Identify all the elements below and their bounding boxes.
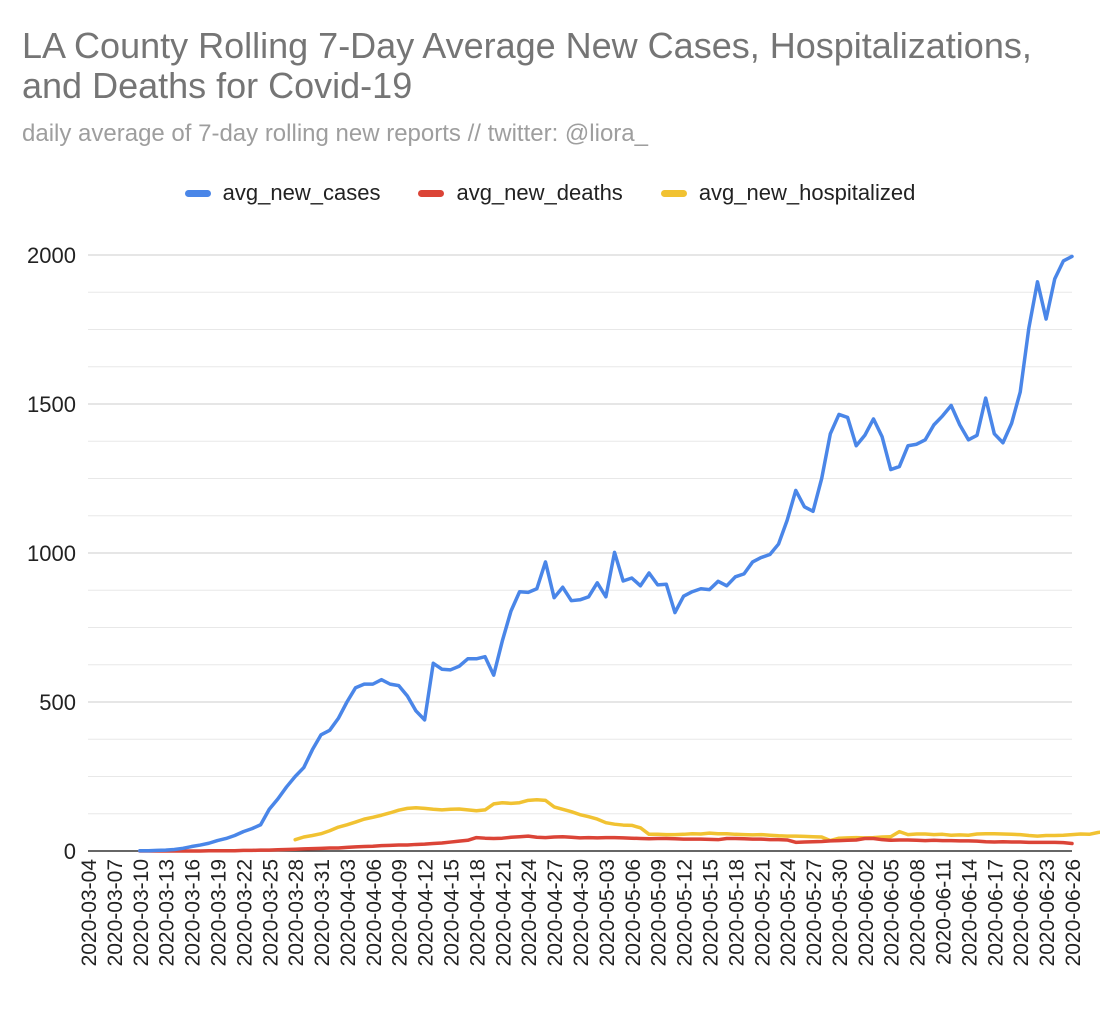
x-tick-label: 2020-05-03 [596, 859, 619, 966]
x-tick-label: 2020-06-23 [1036, 859, 1059, 966]
legend-item-hospitalized: avg_new_hospitalized [660, 180, 916, 206]
legend-label-hospitalized: avg_new_hospitalized [698, 180, 916, 205]
x-tick-label: 2020-04-03 [337, 859, 360, 966]
x-tick-label: 2020-06-17 [984, 859, 1007, 966]
x-tick-label: 2020-05-06 [622, 859, 645, 966]
x-tick-label: 2020-03-10 [130, 859, 153, 966]
x-tick-label: 2020-04-24 [518, 859, 541, 967]
legend-swatch-hospitalized [660, 189, 687, 197]
x-tick-label: 2020-03-22 [233, 859, 256, 966]
x-tick-label: 2020-05-24 [777, 859, 800, 967]
x-tick-label: 2020-03-16 [182, 859, 205, 966]
legend-swatch-deaths [418, 189, 445, 197]
x-tick-label: 2020-06-11 [933, 859, 956, 965]
x-tick-label: 2020-04-06 [363, 859, 386, 966]
cases-line [138, 254, 1074, 853]
y-tick-label: 500 [39, 690, 76, 715]
x-tick-label: 2020-05-30 [829, 859, 852, 966]
x-tick-label: 2020-04-15 [441, 859, 464, 966]
x-axis-ticks: 2020-03-04 2020-03-07 2020-03-10 2020-03-13… [78, 859, 1085, 967]
x-tick-label: 2020-03-25 [259, 859, 282, 966]
x-tick-label: 2020-03-31 [311, 859, 334, 966]
legend-item-cases: avg_new_cases [184, 180, 381, 206]
x-tick-label: 2020-05-09 [648, 859, 671, 966]
chart-title: LA County Rolling 7-Day Average New Case… [22, 25, 1032, 106]
x-tick-label: 2020-06-02 [855, 859, 878, 966]
x-tick-label: 2020-04-18 [466, 859, 489, 966]
x-tick-label: 2020-04-21 [492, 859, 515, 966]
x-tick-label: 2020-03-13 [156, 859, 179, 966]
x-tick-label: 2020-06-20 [1010, 859, 1033, 966]
x-tick-label: 2020-05-18 [725, 859, 748, 966]
y-tick-label: 0 [64, 839, 76, 864]
series-lines [138, 254, 1100, 853]
legend-swatch-cases [184, 189, 211, 197]
x-tick-label: 2020-05-27 [803, 859, 826, 966]
x-tick-label: 2020-04-09 [389, 859, 412, 966]
x-tick-label: 2020-03-04 [78, 859, 101, 967]
x-tick-label: 2020-03-28 [285, 859, 308, 966]
x-tick-label: 2020-06-26 [1062, 859, 1085, 966]
x-tick-label: 2020-04-30 [570, 859, 593, 966]
x-tick-label: 2020-03-07 [104, 859, 127, 966]
x-tick-label: 2020-06-08 [907, 859, 930, 966]
legend-label-deaths: avg_new_deaths [456, 180, 623, 205]
y-tick-label: 2000 [27, 243, 76, 268]
x-tick-label: 2020-04-12 [415, 859, 438, 966]
chart-legend: avg_new_cases avg_new_deaths avg_new_hos… [0, 180, 1100, 206]
deaths-line [138, 834, 1074, 853]
x-tick-label: 2020-04-27 [544, 859, 567, 966]
hospitalized-line [293, 797, 1100, 843]
gridlines [88, 254, 1072, 852]
chart-subtitle: daily average of 7-day rolling new repor… [22, 120, 648, 147]
legend-item-deaths: avg_new_deaths [418, 180, 623, 206]
y-axis-ticks: 0 500 1000 1500 2000 [27, 243, 76, 864]
x-tick-label: 2020-03-19 [207, 859, 230, 966]
y-tick-label: 1000 [27, 541, 76, 566]
x-tick-label: 2020-05-15 [699, 859, 722, 966]
x-tick-label: 2020-06-14 [958, 859, 981, 967]
x-tick-label: 2020-05-21 [751, 859, 774, 966]
legend-label-cases: avg_new_cases [222, 180, 381, 205]
y-tick-label: 1500 [27, 392, 76, 417]
x-tick-label: 2020-05-12 [674, 859, 697, 966]
x-tick-label: 2020-06-05 [881, 859, 904, 966]
